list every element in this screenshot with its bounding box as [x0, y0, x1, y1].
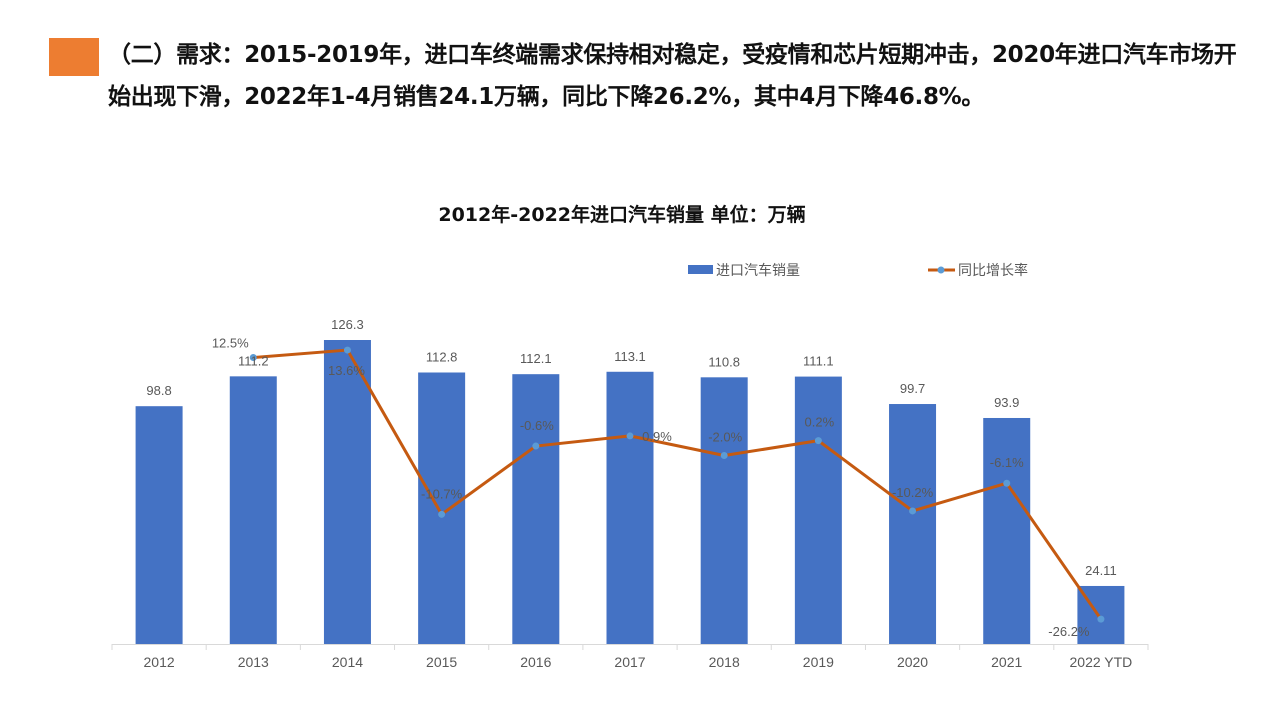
x-tick-label: 2012 [144, 654, 175, 670]
bar-value-label: 93.9 [994, 395, 1019, 410]
bar [418, 372, 466, 644]
bar [135, 406, 183, 644]
legend-bar-label: 进口汽车销量 [716, 262, 800, 279]
bar-value-label: 98.8 [146, 383, 171, 398]
bar-value-label: 111.1 [803, 354, 834, 369]
bar [229, 376, 277, 644]
growth-rate-label: -10.7% [421, 486, 463, 501]
legend: 进口汽车销量 同比增长率 [688, 262, 1028, 279]
bar [889, 404, 937, 644]
growth-point [343, 346, 351, 354]
bar-value-label: 113.1 [614, 349, 646, 364]
bar [794, 376, 842, 644]
x-tick-label: 2014 [332, 654, 363, 670]
legend-line-label: 同比增长率 [958, 262, 1028, 279]
growth-point [626, 432, 634, 440]
x-tick-label: 2016 [520, 654, 551, 670]
bar-value-label: 112.8 [426, 349, 458, 364]
headline: （二）需求：2015-2019年，进口车终端需求保持相对稳定，受疫情和芯片短期冲… [108, 42, 1237, 110]
growth-rate-label: -10.2% [892, 485, 934, 500]
growth-rate-label: -6.1% [990, 455, 1024, 470]
x-tick-label: 2021 [991, 654, 1022, 670]
x-tick-label: 2022 YTD [1070, 654, 1133, 670]
growth-rate-label: 0.9% [642, 429, 672, 444]
growth-rate-label: 12.5% [212, 336, 249, 351]
growth-point [909, 507, 917, 515]
x-tick-label: 2020 [897, 654, 928, 670]
bar [323, 340, 371, 644]
x-tick-label: 2017 [614, 654, 645, 670]
bar-value-label: 126.3 [331, 317, 364, 332]
chart-title: 2012年-2022年进口汽车销量 单位：万辆 [438, 204, 806, 226]
section-marker [49, 38, 99, 76]
growth-rate-label: 0.2% [805, 415, 835, 430]
bar-value-label: 111.2 [238, 353, 269, 368]
growth-point [1003, 479, 1011, 487]
growth-rate-label: -2.0% [708, 430, 742, 445]
bar [512, 374, 560, 644]
legend-bar-swatch [688, 265, 713, 274]
growth-point [438, 510, 446, 518]
bar-value-label: 112.1 [520, 351, 552, 366]
growth-rate-label: -0.6% [520, 418, 554, 433]
bar-value-label: 24.11 [1085, 563, 1117, 578]
bar-value-label: 99.7 [900, 381, 925, 396]
growth-point [532, 442, 540, 450]
x-tick-label: 2019 [803, 654, 834, 670]
bar [983, 417, 1031, 644]
growth-point [814, 437, 822, 445]
growth-point [720, 452, 728, 460]
growth-rate-label: -26.2% [1048, 624, 1090, 639]
bar [700, 377, 748, 644]
x-tick-label: 2018 [709, 654, 740, 670]
bar [606, 371, 654, 644]
x-tick-label: 2015 [426, 654, 457, 670]
legend-line-marker [937, 266, 945, 274]
x-tick-label: 2013 [238, 654, 269, 670]
growth-point [1097, 615, 1105, 623]
bar-value-label: 110.8 [708, 354, 740, 369]
growth-line [253, 348, 1103, 620]
growth-point [249, 354, 257, 361]
growth-rate-label: 13.6% [328, 363, 365, 378]
